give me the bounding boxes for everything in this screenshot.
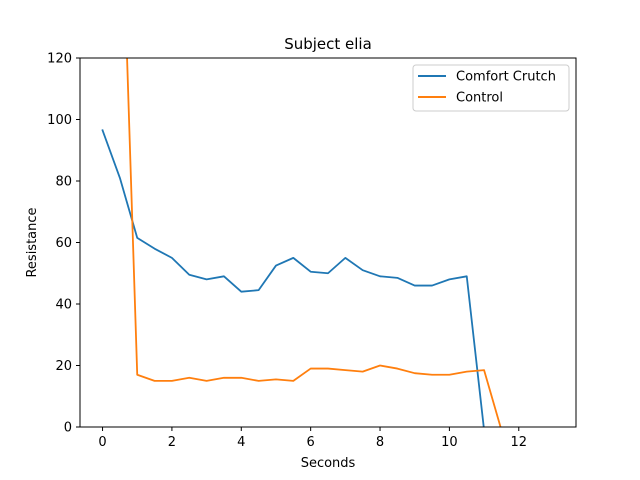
x-tick-label-4: 4	[237, 435, 245, 450]
y-axis-ticks: 0 20 40 60 80 100 120	[47, 52, 80, 436]
y-tick-label-120: 120	[47, 52, 72, 67]
y-tick-label-20: 20	[55, 359, 72, 374]
legend: Comfort Crutch Control	[412, 64, 570, 112]
x-axis-label: Seconds	[301, 456, 356, 471]
y-axis-label: Resistance	[25, 207, 40, 277]
legend-label-comfort-crutch: Comfort Crutch	[456, 70, 556, 85]
x-tick-label-6: 6	[307, 435, 315, 450]
y-tick-label-40: 40	[55, 298, 72, 313]
y-tick-label-100: 100	[47, 113, 72, 128]
y-tick-label-80: 80	[55, 175, 72, 190]
x-tick-label-8: 8	[376, 435, 384, 450]
series-line-comfort-crutch	[101, 129, 485, 427]
x-tick-label-12: 12	[510, 435, 527, 450]
y-tick-label-60: 60	[55, 236, 72, 251]
chart-title: Subject elia	[284, 35, 372, 53]
series-layer	[101, 58, 502, 427]
x-tick-label-10: 10	[441, 435, 458, 450]
legend-label-control: Control	[456, 91, 503, 106]
legend-box	[412, 64, 570, 112]
x-axis-ticks: 0 2 4 6 8 10 12	[98, 427, 527, 450]
plot-area	[80, 58, 576, 427]
series-line-control	[126, 58, 502, 427]
x-tick-label-2: 2	[168, 435, 176, 450]
x-tick-label-0: 0	[98, 435, 106, 450]
y-tick-label-0: 0	[64, 421, 72, 436]
